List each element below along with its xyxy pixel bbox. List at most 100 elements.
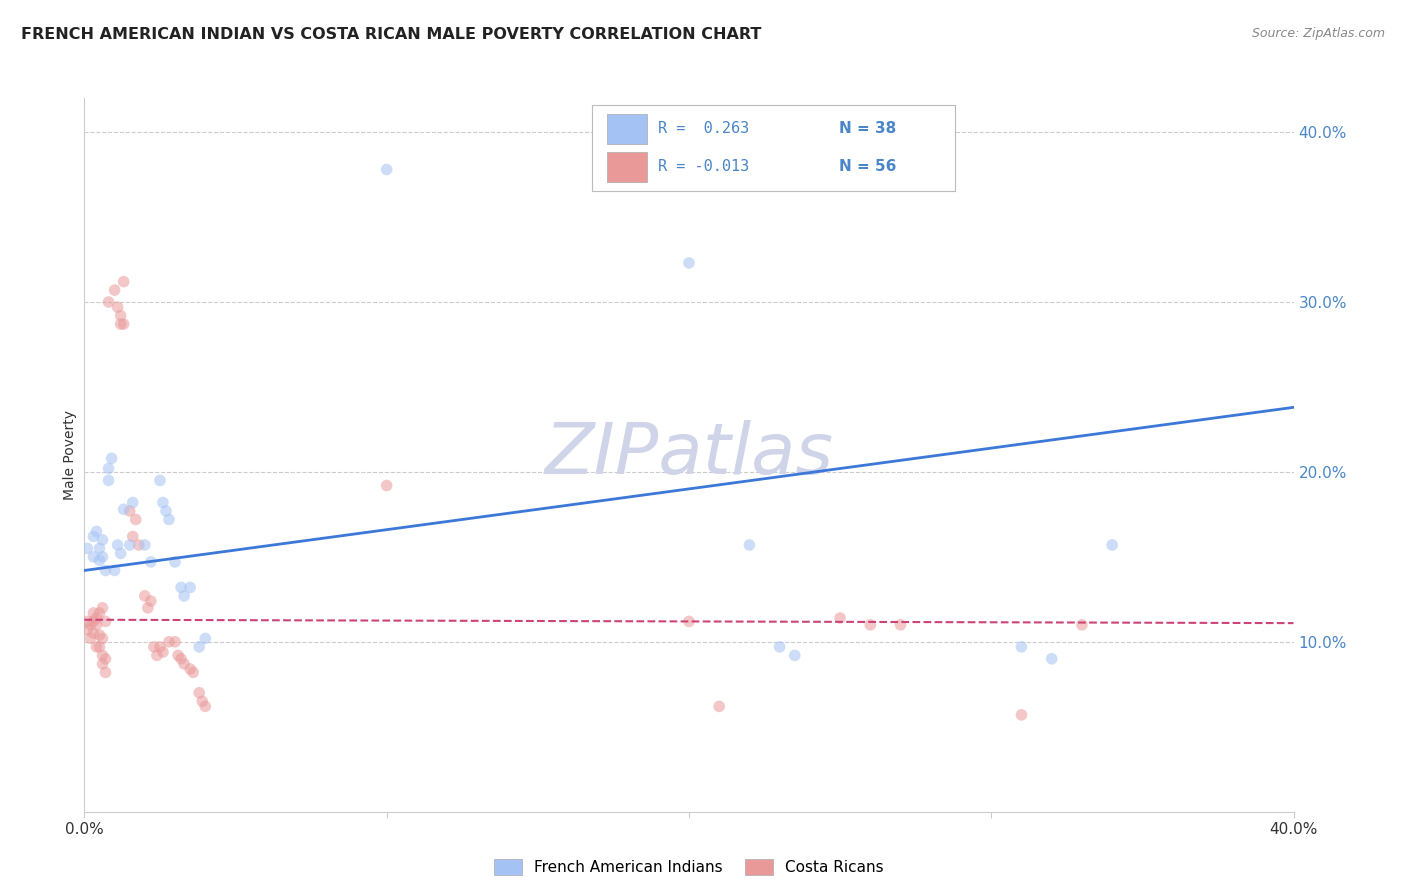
- Point: [173, 589, 195, 603]
- Point: [97, 295, 120, 310]
- Point: [157, 512, 180, 526]
- Point: [149, 640, 172, 654]
- Point: [139, 555, 162, 569]
- Point: [104, 564, 127, 578]
- Point: [79, 632, 101, 646]
- Point: [107, 538, 129, 552]
- Point: [194, 632, 217, 646]
- Point: [170, 652, 193, 666]
- Point: [179, 581, 201, 595]
- Point: [149, 474, 172, 488]
- Point: [112, 502, 135, 516]
- Point: [89, 553, 111, 567]
- Point: [890, 617, 912, 632]
- Point: [82, 549, 104, 564]
- Y-axis label: Male Poverty: Male Poverty: [63, 410, 77, 500]
- Point: [86, 611, 108, 625]
- Point: [859, 617, 882, 632]
- Point: [94, 564, 117, 578]
- Point: [181, 665, 204, 680]
- Point: [163, 555, 186, 569]
- Point: [139, 594, 162, 608]
- Point: [91, 657, 114, 671]
- Point: [194, 699, 217, 714]
- Point: [191, 694, 214, 708]
- Text: N = 56: N = 56: [839, 160, 896, 175]
- Point: [79, 617, 101, 632]
- Point: [738, 538, 761, 552]
- Point: [86, 640, 108, 654]
- Point: [155, 504, 177, 518]
- Point: [121, 529, 143, 543]
- Point: [100, 451, 122, 466]
- Point: [128, 538, 150, 552]
- Point: [134, 538, 156, 552]
- Point: [1040, 652, 1063, 666]
- Point: [121, 495, 143, 509]
- Point: [110, 546, 132, 560]
- Point: [125, 512, 148, 526]
- Point: [110, 309, 132, 323]
- Point: [89, 606, 111, 620]
- Point: [1010, 707, 1032, 722]
- Point: [375, 162, 398, 177]
- Point: [91, 549, 114, 564]
- Point: [163, 635, 186, 649]
- Point: [86, 524, 108, 539]
- Point: [152, 645, 174, 659]
- Point: [142, 640, 165, 654]
- Point: [82, 626, 104, 640]
- Point: [188, 640, 211, 654]
- Point: [94, 665, 117, 680]
- Point: [110, 317, 132, 331]
- Point: [157, 635, 180, 649]
- Point: [107, 300, 129, 314]
- Point: [91, 533, 114, 547]
- Point: [136, 600, 159, 615]
- Legend: French American Indians, Costa Ricans: French American Indians, Costa Ricans: [494, 860, 884, 875]
- Text: ZIPatlas: ZIPatlas: [544, 420, 834, 490]
- Text: R = -0.013: R = -0.013: [658, 160, 749, 175]
- Point: [91, 648, 114, 663]
- Point: [179, 662, 201, 676]
- Point: [678, 615, 700, 629]
- Bar: [607, 114, 647, 144]
- Point: [1010, 640, 1032, 654]
- Point: [1101, 538, 1123, 552]
- Point: [783, 648, 806, 663]
- Point: [112, 275, 135, 289]
- Point: [91, 600, 114, 615]
- Point: [830, 611, 852, 625]
- Point: [134, 589, 156, 603]
- Point: [89, 541, 111, 556]
- Point: [104, 283, 127, 297]
- Point: [678, 256, 700, 270]
- Text: Source: ZipAtlas.com: Source: ZipAtlas.com: [1251, 27, 1385, 40]
- Point: [89, 640, 111, 654]
- Point: [152, 495, 174, 509]
- Point: [167, 648, 190, 663]
- Point: [112, 317, 135, 331]
- Text: N = 38: N = 38: [839, 121, 896, 136]
- Point: [173, 657, 195, 671]
- Point: [82, 615, 104, 629]
- Point: [82, 529, 104, 543]
- Point: [76, 623, 98, 637]
- Point: [86, 617, 108, 632]
- Point: [82, 606, 104, 620]
- Point: [1071, 617, 1094, 632]
- Point: [118, 538, 141, 552]
- Point: [94, 615, 117, 629]
- Point: [769, 640, 792, 654]
- Point: [76, 541, 98, 556]
- Text: R =  0.263: R = 0.263: [658, 121, 749, 136]
- Point: [97, 474, 120, 488]
- Point: [375, 478, 398, 492]
- Point: [89, 628, 111, 642]
- Point: [709, 699, 731, 714]
- Point: [97, 461, 120, 475]
- Point: [146, 648, 169, 663]
- Point: [118, 504, 141, 518]
- Point: [91, 632, 114, 646]
- Point: [170, 581, 193, 595]
